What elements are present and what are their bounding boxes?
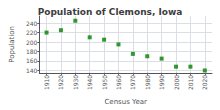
svg-text:2000: 2000 bbox=[173, 75, 180, 90]
svg-text:1990: 1990 bbox=[158, 75, 165, 90]
svg-text:140: 140 bbox=[26, 67, 38, 74]
svg-text:1970: 1970 bbox=[129, 75, 136, 90]
svg-text:220: 220 bbox=[26, 29, 38, 36]
svg-text:1930: 1930 bbox=[72, 75, 79, 90]
svg-text:2010: 2010 bbox=[187, 75, 194, 90]
svg-text:Census Year: Census Year bbox=[104, 98, 147, 106]
svg-text:240: 240 bbox=[26, 20, 38, 27]
svg-text:1980: 1980 bbox=[144, 75, 151, 90]
svg-text:Population: Population bbox=[8, 26, 16, 63]
svg-text:1950: 1950 bbox=[101, 75, 108, 90]
svg-text:200: 200 bbox=[26, 39, 38, 46]
svg-text:1910: 1910 bbox=[43, 75, 50, 90]
svg-text:1940: 1940 bbox=[86, 75, 93, 90]
svg-text:160: 160 bbox=[26, 57, 38, 64]
svg-text:1920: 1920 bbox=[57, 75, 64, 90]
svg-text:2020: 2020 bbox=[201, 75, 208, 90]
svg-text:1960: 1960 bbox=[115, 75, 122, 90]
svg-text:Population of Clemons, Iowa: Population of Clemons, Iowa bbox=[38, 7, 183, 17]
svg-text:180: 180 bbox=[26, 48, 38, 55]
